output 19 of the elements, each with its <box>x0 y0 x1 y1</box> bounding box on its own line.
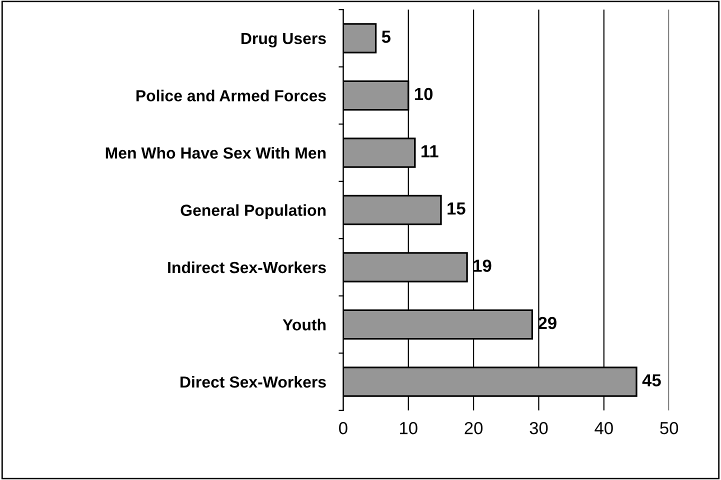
x-tick-label: 30 <box>530 422 548 434</box>
y-tick-label: Drug Users <box>242 32 326 48</box>
y-tick-label: Police and Armed Forces <box>136 90 326 102</box>
x-tick-label: 20 <box>464 422 483 434</box>
data-label: 15 <box>448 202 466 215</box>
y-tick-label: Direct Sex-Workers <box>180 376 326 388</box>
x-tick-label: 10 <box>400 422 418 434</box>
y-tick-label: Indirect Sex-Workers <box>168 261 326 274</box>
y-tick-label: Youth <box>282 318 326 330</box>
data-label: 10 <box>415 88 433 100</box>
y-tick-label: General Population <box>180 204 326 220</box>
data-label: 5 <box>382 30 391 43</box>
data-label: 11 <box>422 145 438 158</box>
data-label: 19 <box>474 260 492 272</box>
x-tick-label: 50 <box>660 422 678 434</box>
x-tick-label: 0 <box>339 422 348 434</box>
x-tick-label: 40 <box>594 422 613 434</box>
y-tick-label: Men Who Have Sex With Men <box>106 146 326 159</box>
data-label: 45 <box>642 374 661 386</box>
